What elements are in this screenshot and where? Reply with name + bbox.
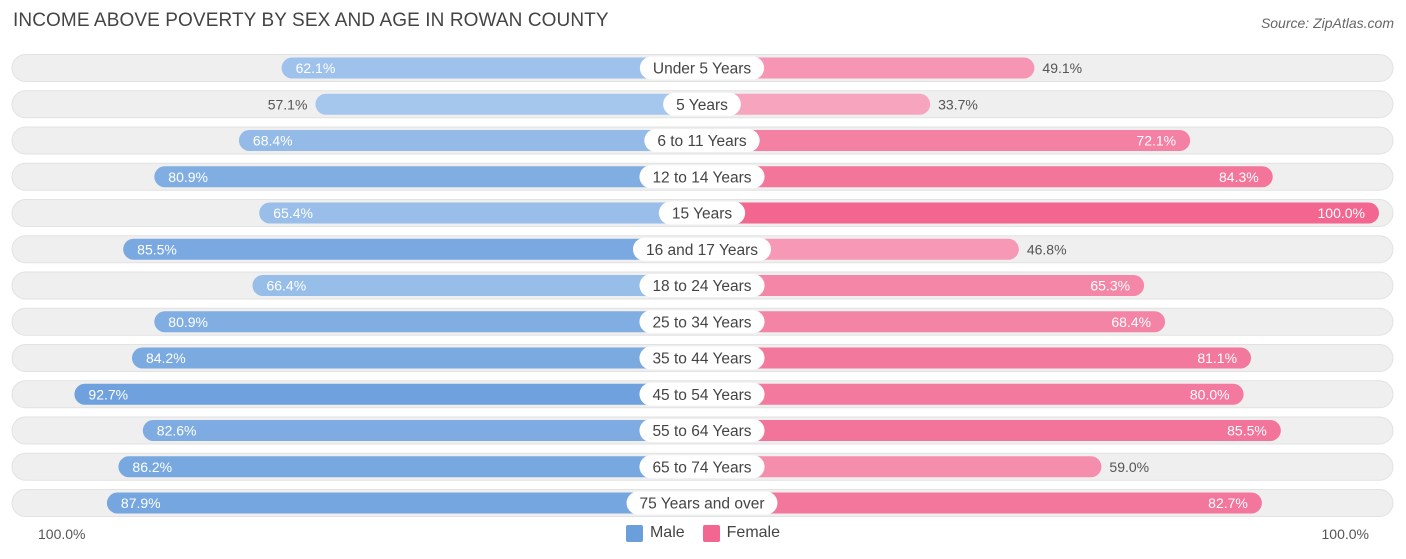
male-bar: [131, 347, 702, 369]
male-value-label: 68.4%: [253, 133, 293, 149]
category-pill: [639, 382, 765, 406]
legend-item-female: Female: [702, 524, 781, 542]
female-value-label: 82.7%: [1208, 495, 1248, 511]
female-bar: [702, 456, 1102, 478]
category-pill: [639, 419, 765, 442]
source-note: Source: ZipAtlas.com: [1260, 15, 1394, 31]
male-value-label: 57.1%: [268, 96, 308, 112]
male-bar: [118, 456, 702, 478]
legend: Male Female: [0, 524, 1406, 542]
female-bar: [702, 202, 1379, 224]
male-bar: [74, 383, 702, 405]
female-bar: [702, 130, 1191, 151]
legend-swatch-female: [702, 524, 720, 542]
category-label: 6 to 11 Years: [657, 133, 747, 150]
income-poverty-chart: 62.1% 49.1% Under 5 Years 57.1% 33.7% 5 Years…: [11, 54, 1394, 517]
category-label: 35 to 44 Years: [652, 351, 751, 368]
category-pill: [639, 274, 765, 297]
female-bar: [702, 492, 1262, 514]
female-value-label: 85.5%: [1227, 423, 1267, 439]
legend-label-male: Male: [649, 524, 685, 541]
male-value-label: 87.9%: [121, 495, 161, 511]
category-label: 55 to 64 Years: [652, 423, 751, 440]
female-bar: [702, 347, 1252, 369]
male-value-label: 92.7%: [88, 386, 128, 402]
female-value-label: 80.0%: [1190, 386, 1230, 402]
female-value-label: 49.1%: [1042, 60, 1082, 76]
male-value-label: 86.2%: [132, 459, 172, 475]
male-value-label: 66.4%: [266, 278, 306, 294]
category-label: 75 Years and over: [640, 496, 765, 513]
category-pill: [626, 491, 778, 515]
male-bar: [106, 492, 703, 514]
chart-title: INCOME ABOVE POVERTY BY SEX AND AGE IN R…: [13, 10, 609, 31]
female-bar: [702, 166, 1273, 188]
female-bar: [702, 57, 1035, 79]
female-value-label: 84.3%: [1219, 169, 1259, 185]
male-bar: [315, 93, 702, 115]
category-label: 65 to 74 Years: [652, 459, 751, 476]
female-value-label: 46.8%: [1027, 241, 1067, 257]
male-bar: [123, 238, 703, 260]
male-bar: [142, 420, 703, 441]
male-bar: [154, 311, 702, 333]
male-bar: [281, 57, 702, 79]
female-bar: [702, 383, 1244, 405]
male-value-label: 84.2%: [146, 350, 186, 366]
male-bar: [154, 166, 702, 188]
female-bar: [702, 93, 931, 115]
axis-right-label: 100.0%: [1321, 526, 1369, 542]
category-pill: [658, 201, 746, 225]
category-label: 18 to 24 Years: [652, 278, 751, 295]
category-label: 45 to 54 Years: [652, 387, 751, 404]
category-label: 15 Years: [672, 206, 733, 223]
category-pill: [639, 346, 765, 370]
category-pill: [644, 129, 760, 152]
male-value-label: 62.1%: [296, 60, 336, 76]
category-pill: [632, 237, 772, 261]
female-bar: [702, 311, 1166, 333]
female-value-label: 81.1%: [1197, 350, 1237, 366]
category-label: 5 Years: [676, 97, 728, 114]
category-label: 12 to 14 Years: [652, 169, 751, 186]
male-value-label: 65.4%: [273, 205, 313, 221]
female-bar: [702, 275, 1145, 296]
male-bar: [259, 202, 702, 224]
male-value-label: 85.5%: [137, 241, 177, 257]
male-value-label: 82.6%: [157, 423, 197, 439]
female-value-label: 68.4%: [1111, 314, 1151, 330]
category-pill: [639, 455, 765, 479]
category-label: 16 and 17 Years: [646, 242, 758, 259]
category-pill: [639, 310, 765, 334]
female-value-label: 65.3%: [1090, 278, 1130, 294]
female-value-label: 72.1%: [1136, 133, 1176, 149]
category-pill: [639, 165, 765, 189]
female-bar: [702, 238, 1019, 260]
category-label: Under 5 Years: [653, 61, 751, 78]
category-pill: [639, 56, 765, 80]
male-bar: [238, 130, 702, 151]
male-bar: [252, 275, 703, 296]
female-value-label: 100.0%: [1318, 205, 1365, 221]
female-value-label: 59.0%: [1109, 459, 1149, 475]
category-label: 25 to 34 Years: [652, 314, 751, 331]
male-value-label: 80.9%: [168, 314, 208, 330]
category-pill: [663, 92, 741, 116]
legend-item-male: Male: [625, 524, 685, 542]
legend-label-female: Female: [726, 524, 781, 541]
female-value-label: 33.7%: [938, 96, 978, 112]
axis-left-label: 100.0%: [38, 526, 86, 542]
male-value-label: 80.9%: [168, 169, 208, 185]
legend-swatch-male: [625, 524, 643, 542]
female-bar: [702, 420, 1281, 441]
